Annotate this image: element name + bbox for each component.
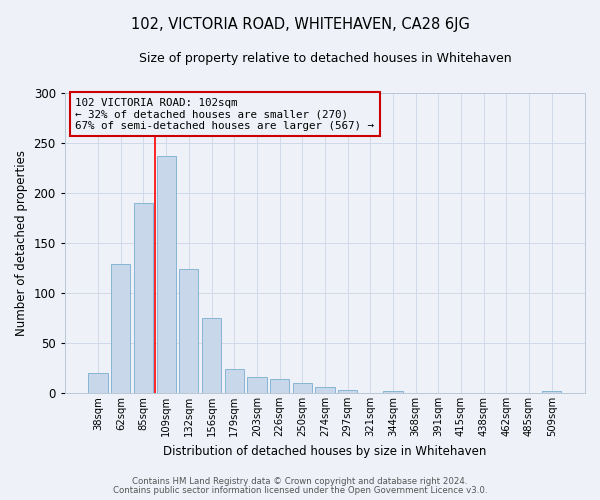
Bar	[542, 391, 562, 393]
Text: Contains public sector information licensed under the Open Government Licence v3: Contains public sector information licen…	[113, 486, 487, 495]
Text: 102 VICTORIA ROAD: 102sqm
← 32% of detached houses are smaller (270)
67% of semi: 102 VICTORIA ROAD: 102sqm ← 32% of detac…	[75, 98, 374, 131]
Bar	[134, 203, 153, 393]
Text: Contains HM Land Registry data © Crown copyright and database right 2024.: Contains HM Land Registry data © Crown c…	[132, 477, 468, 486]
Text: 102, VICTORIA ROAD, WHITEHAVEN, CA28 6JG: 102, VICTORIA ROAD, WHITEHAVEN, CA28 6JG	[131, 18, 469, 32]
Bar	[270, 379, 289, 393]
Bar	[383, 391, 403, 393]
Y-axis label: Number of detached properties: Number of detached properties	[15, 150, 28, 336]
Title: Size of property relative to detached houses in Whitehaven: Size of property relative to detached ho…	[139, 52, 511, 66]
Bar	[202, 318, 221, 393]
Bar	[338, 390, 357, 393]
X-axis label: Distribution of detached houses by size in Whitehaven: Distribution of detached houses by size …	[163, 444, 487, 458]
Bar	[179, 269, 199, 393]
Bar	[293, 383, 312, 393]
Bar	[111, 264, 130, 393]
Bar	[247, 377, 266, 393]
Bar	[157, 156, 176, 393]
Bar	[315, 387, 335, 393]
Bar	[224, 369, 244, 393]
Bar	[88, 373, 108, 393]
